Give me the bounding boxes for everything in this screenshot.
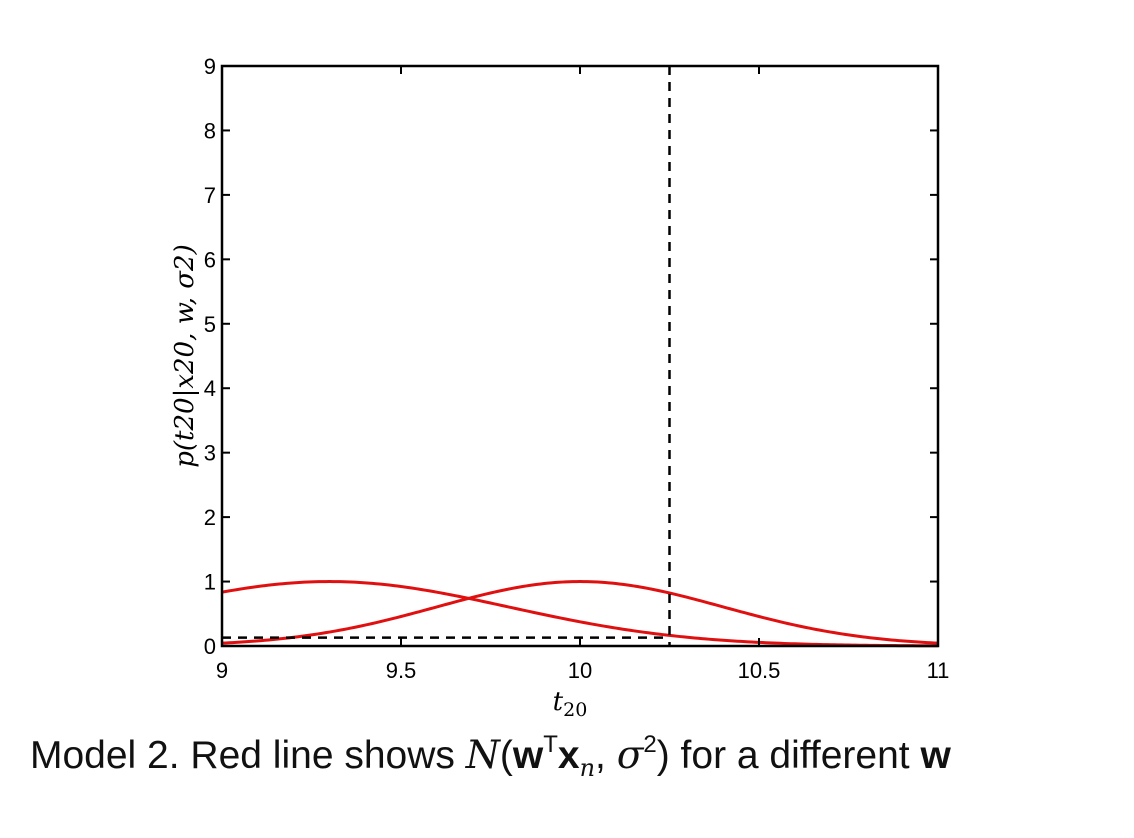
markers-layer xyxy=(222,66,671,646)
svg-text:t20: t20 xyxy=(553,687,588,720)
caption-sigma: σ xyxy=(616,733,644,778)
caption-x: x xyxy=(557,734,580,777)
caption-sq: 2 xyxy=(643,731,657,758)
y-tick-label: 5 xyxy=(204,312,216,337)
x-tick-label: 10.5 xyxy=(738,658,781,683)
chart: 9 9.5 10 10.5 11 0 1 2 3 4 5 6 7 8 9 t20 p(t20|x20, w,… xyxy=(170,54,950,720)
curves-layer xyxy=(221,580,939,648)
series-line-1 xyxy=(221,580,939,645)
caption-close-paren: ) xyxy=(656,734,670,777)
caption-w-end: w xyxy=(920,734,951,777)
y-tick-label: 1 xyxy=(204,570,216,595)
x-tick-label: 11 xyxy=(927,658,950,683)
caption-open-paren: ( xyxy=(499,734,513,777)
y-tick-label: 9 xyxy=(204,54,216,79)
y-axis-label-text: p(t20|x20, w, σ2) xyxy=(170,244,200,468)
x-tick-label: 9 xyxy=(216,658,228,683)
x-axis-label: t20 xyxy=(553,687,588,720)
caption-w: w xyxy=(512,734,544,777)
caption: Model 2. Red line shows N(wTxn, σ2) for … xyxy=(30,731,1120,781)
x-axis-label-sub: 20 xyxy=(563,699,587,720)
y-tick-label: 4 xyxy=(204,376,216,401)
y-tick-label: 8 xyxy=(204,118,216,143)
x-axis-label-main: t xyxy=(553,687,564,717)
caption-suffix: for a different xyxy=(669,734,921,777)
y-tick-label: 7 xyxy=(204,183,216,208)
plot-frame xyxy=(220,64,940,648)
x-tick-label: 10 xyxy=(568,658,592,683)
caption-prefix: Model 2. Red line shows xyxy=(30,734,466,777)
x-tick-label: 9.5 xyxy=(386,658,417,683)
y-tick-label: 0 xyxy=(204,634,216,659)
y-tick-label: 3 xyxy=(204,441,216,466)
caption-comma: , xyxy=(595,734,617,777)
ticks-layer: 9 9.5 10 10.5 11 0 1 2 3 4 5 6 7 8 9 xyxy=(204,54,950,683)
caption-transpose: T xyxy=(543,731,558,758)
normal-symbol: N xyxy=(465,733,500,778)
y-tick-label: 6 xyxy=(204,247,216,272)
y-axis-label: p(t20|x20, w, σ2) xyxy=(170,244,200,468)
series-line-2 xyxy=(221,580,939,648)
caption-sub-n: n xyxy=(579,754,596,782)
y-tick-label: 2 xyxy=(204,505,216,530)
